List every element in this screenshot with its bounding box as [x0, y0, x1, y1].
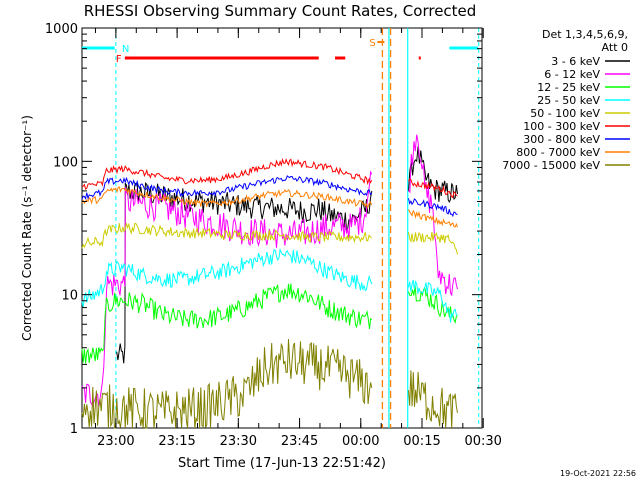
- legend-entry-label: 7000 - 15000 keV: [502, 159, 600, 172]
- series-50-100keV: [81, 222, 458, 255]
- y-tick-label: 100: [53, 155, 78, 170]
- series-7000-15000keV: [81, 338, 458, 429]
- x-tick-label: 23:15: [158, 434, 195, 449]
- x-tick-label: 00:00: [342, 434, 379, 449]
- legend-header: Det 1,3,4,5,6,9,: [542, 28, 628, 41]
- series-300-800keV: [81, 175, 458, 218]
- saa-label: S: [369, 38, 375, 49]
- series-trace: [408, 231, 458, 255]
- series-100-300keV: [81, 157, 458, 199]
- x-axis-label: Start Time (17-Jun-13 22:51:42): [178, 456, 386, 471]
- x-tick-label: 23:45: [281, 434, 318, 449]
- legend-entry-label: 100 - 300 keV: [523, 120, 600, 133]
- series-800-7000keV: [81, 186, 458, 228]
- series-trace: [81, 186, 373, 210]
- series-3-6keV: [116, 146, 458, 364]
- series-layer: [81, 134, 458, 429]
- x-axis: 23:00 23:15 23:30 23:45 00:00 00:15 00:30: [94, 28, 502, 449]
- series-trace: [408, 198, 458, 218]
- generation-timestamp: 19-Oct-2021 22:56: [560, 469, 636, 478]
- legend-entry-label: 3 - 6 keV: [551, 55, 600, 68]
- x-tick-label: 00:30: [464, 434, 501, 449]
- series-25-50keV: [81, 247, 458, 323]
- series-trace: [408, 370, 458, 429]
- legend-entry-label: 6 - 12 keV: [544, 68, 600, 81]
- series-trace: [408, 178, 458, 199]
- series-trace: [408, 279, 458, 323]
- y-axis-label: Corrected Count Rate (s⁻¹ detector⁻¹): [20, 115, 34, 341]
- y-tick-label: 1: [70, 422, 78, 437]
- legend-entry-label: 50 - 100 keV: [530, 107, 600, 120]
- series-trace: [81, 283, 373, 364]
- x-tick-label: 23:00: [97, 434, 134, 449]
- legend-entry-label: 12 - 25 keV: [537, 81, 600, 94]
- series-trace: [116, 182, 373, 364]
- legend-entry-label: 800 - 7000 keV: [516, 146, 600, 159]
- night-label: N: [122, 44, 129, 55]
- y-axis: 1 10 100 1000: [45, 22, 482, 437]
- legend-entry-label: 300 - 800 keV: [523, 133, 600, 146]
- legend-header: Att 0: [602, 41, 628, 54]
- series-trace: [81, 247, 373, 308]
- x-tick-label: 00:15: [403, 434, 440, 449]
- series-12-25keV: [81, 283, 458, 364]
- series-trace: [81, 157, 373, 190]
- annotation-layer: NF S: [82, 28, 480, 428]
- chart-title: RHESSI Observing Summary Count Rates, Co…: [84, 2, 477, 20]
- series-trace: [81, 338, 373, 429]
- y-tick-label: 10: [61, 289, 78, 304]
- series-trace: [81, 222, 372, 249]
- legend-entry-label: 25 - 50 keV: [537, 94, 600, 107]
- series-trace: [81, 170, 373, 408]
- x-tick-label: 23:30: [220, 434, 257, 449]
- plot-frame: [81, 27, 483, 429]
- series-trace: [81, 175, 373, 200]
- series-trace: [408, 134, 458, 297]
- series-trace: [408, 209, 458, 228]
- series-6-12keV: [81, 134, 458, 408]
- flare-label: F: [116, 54, 122, 65]
- y-tick-label: 1000: [45, 22, 78, 37]
